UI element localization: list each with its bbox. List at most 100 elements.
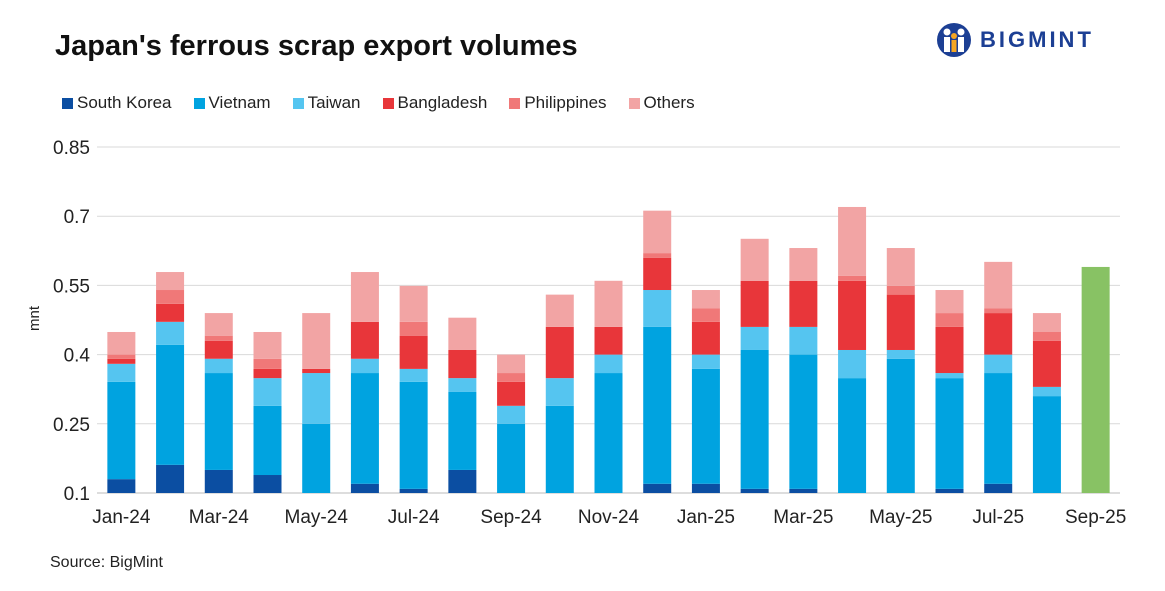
y-tick-label: 0.7 xyxy=(64,207,90,228)
logo-text: BIGMINT xyxy=(980,27,1094,52)
bar-segment-south-korea xyxy=(350,483,379,493)
bar-segment-vietnam xyxy=(302,423,331,493)
source-note: Source: BigMint xyxy=(50,554,163,571)
bar-segment-taiwan xyxy=(691,354,720,369)
bar-segment-bangladesh xyxy=(302,368,331,374)
legend-swatch xyxy=(193,97,205,109)
bar-segment-bangladesh xyxy=(643,257,672,291)
bar-segment-bangladesh xyxy=(594,326,623,355)
bar-segment-bangladesh xyxy=(448,349,477,379)
bar-segment-vietnam xyxy=(643,326,672,484)
legend-swatch xyxy=(292,97,304,109)
legend-label: Bangladesh xyxy=(397,93,488,112)
legend-label: Vietnam xyxy=(208,93,271,112)
bar-segment-south-korea xyxy=(691,483,720,493)
bar-segment-others xyxy=(204,313,233,336)
bar-segment-philippines xyxy=(935,313,964,327)
chart-title: Japan's ferrous scrap export volumes xyxy=(55,30,578,62)
bar-segment-taiwan xyxy=(838,349,867,379)
bar-segment-south-korea xyxy=(156,464,185,493)
legend-swatch xyxy=(62,97,73,109)
bar-segment-philippines xyxy=(1032,331,1061,341)
bar-segment-others xyxy=(886,248,915,286)
bar-segment-south-korea xyxy=(984,483,1013,493)
bar-segment-vietnam xyxy=(594,373,623,493)
x-tick-label: Jul-25 xyxy=(972,507,1024,528)
legend-label: Philippines xyxy=(524,93,607,112)
bar-segment-others xyxy=(984,261,1013,309)
bar-segment-taiwan xyxy=(643,290,672,327)
bar-segment-south-korea xyxy=(448,469,477,493)
bar-segment-philippines xyxy=(838,275,867,281)
bar-segment-others xyxy=(302,313,331,369)
bar-segment-others xyxy=(497,354,526,374)
bar-segment-bangladesh xyxy=(1032,340,1061,387)
bar-segment-others xyxy=(594,280,623,327)
y-tick-label: 0.1 xyxy=(64,484,90,505)
bar-segment-south-korea xyxy=(107,479,136,493)
bar-segment-others xyxy=(350,272,379,322)
bar-segment-vietnam xyxy=(253,405,282,476)
x-tick-label: Sep-24 xyxy=(480,507,542,528)
bar-segment-philippines xyxy=(253,358,282,369)
bar-segment-taiwan xyxy=(107,363,136,382)
bar-segment-philippines xyxy=(643,253,672,258)
bar-segment-taiwan xyxy=(886,349,915,359)
bar-segment-bangladesh xyxy=(253,368,282,379)
bar-segment-vietnam xyxy=(204,373,233,470)
x-tick-label: Mar-25 xyxy=(773,507,833,528)
bar-segment-bangladesh xyxy=(204,340,233,359)
bar-segment-taiwan xyxy=(399,368,428,382)
bar-segment-bangladesh xyxy=(399,335,428,369)
bar-segment-vietnam xyxy=(740,349,769,489)
x-tick-label: Jan-25 xyxy=(677,507,735,528)
bar-segment-philippines xyxy=(886,285,915,295)
legend-item: Vietnam xyxy=(193,93,271,113)
bar-segment-taiwan xyxy=(935,373,964,379)
x-tick-label: Jul-24 xyxy=(388,507,440,528)
bar-segment-others xyxy=(643,210,672,254)
bar-segment-others xyxy=(107,331,136,355)
bar-total xyxy=(1081,266,1110,493)
bar-segment-vietnam xyxy=(984,373,1013,484)
x-tick-label: Jan-24 xyxy=(92,507,151,528)
bar-segment-bangladesh xyxy=(838,280,867,350)
bar-segment-vietnam xyxy=(838,378,867,493)
bar-segment-others xyxy=(1032,313,1061,332)
bar-segment-others xyxy=(838,206,867,276)
bar-segment-vietnam xyxy=(935,378,964,489)
bar-segment-bangladesh xyxy=(789,280,818,327)
bar-segment-others xyxy=(789,248,818,281)
y-tick-label: 0.55 xyxy=(53,276,90,297)
legend-label: South Korea xyxy=(77,93,172,112)
bar-segment-vietnam xyxy=(156,344,185,465)
bar-segment-others xyxy=(156,272,185,291)
bar-segment-taiwan xyxy=(448,378,477,392)
bar-segment-south-korea xyxy=(789,488,818,493)
legend-item: Others xyxy=(628,93,695,113)
bar-segment-others xyxy=(448,317,477,350)
logo-icon xyxy=(937,23,971,57)
bar-segment-others xyxy=(935,290,964,314)
bar-segment-vietnam xyxy=(497,423,526,493)
legend-swatch xyxy=(628,97,640,109)
legend-label: Others xyxy=(643,93,695,112)
legend-label: Taiwan xyxy=(307,93,361,112)
bar-segment-taiwan xyxy=(204,358,233,374)
legend-item: South Korea xyxy=(62,93,172,113)
bar-segment-others xyxy=(740,238,769,281)
bar-segment-philippines xyxy=(399,321,428,336)
bar-segment-taiwan xyxy=(789,326,818,355)
bar-segment-philippines xyxy=(691,308,720,322)
bar-segment-vietnam xyxy=(107,381,136,480)
bar-segment-bangladesh xyxy=(107,358,136,364)
bar-segment-others xyxy=(691,290,720,309)
legend: South Korea Vietnam Taiwan Bangladesh Philip… xyxy=(62,93,695,113)
bar-segment-philippines xyxy=(497,373,526,382)
x-tick-label: Mar-24 xyxy=(189,507,250,528)
bar-segment-south-korea xyxy=(643,483,672,493)
bar-segment-bangladesh xyxy=(984,313,1013,355)
bar-segment-taiwan xyxy=(350,358,379,374)
bar-segment-taiwan xyxy=(156,321,185,345)
